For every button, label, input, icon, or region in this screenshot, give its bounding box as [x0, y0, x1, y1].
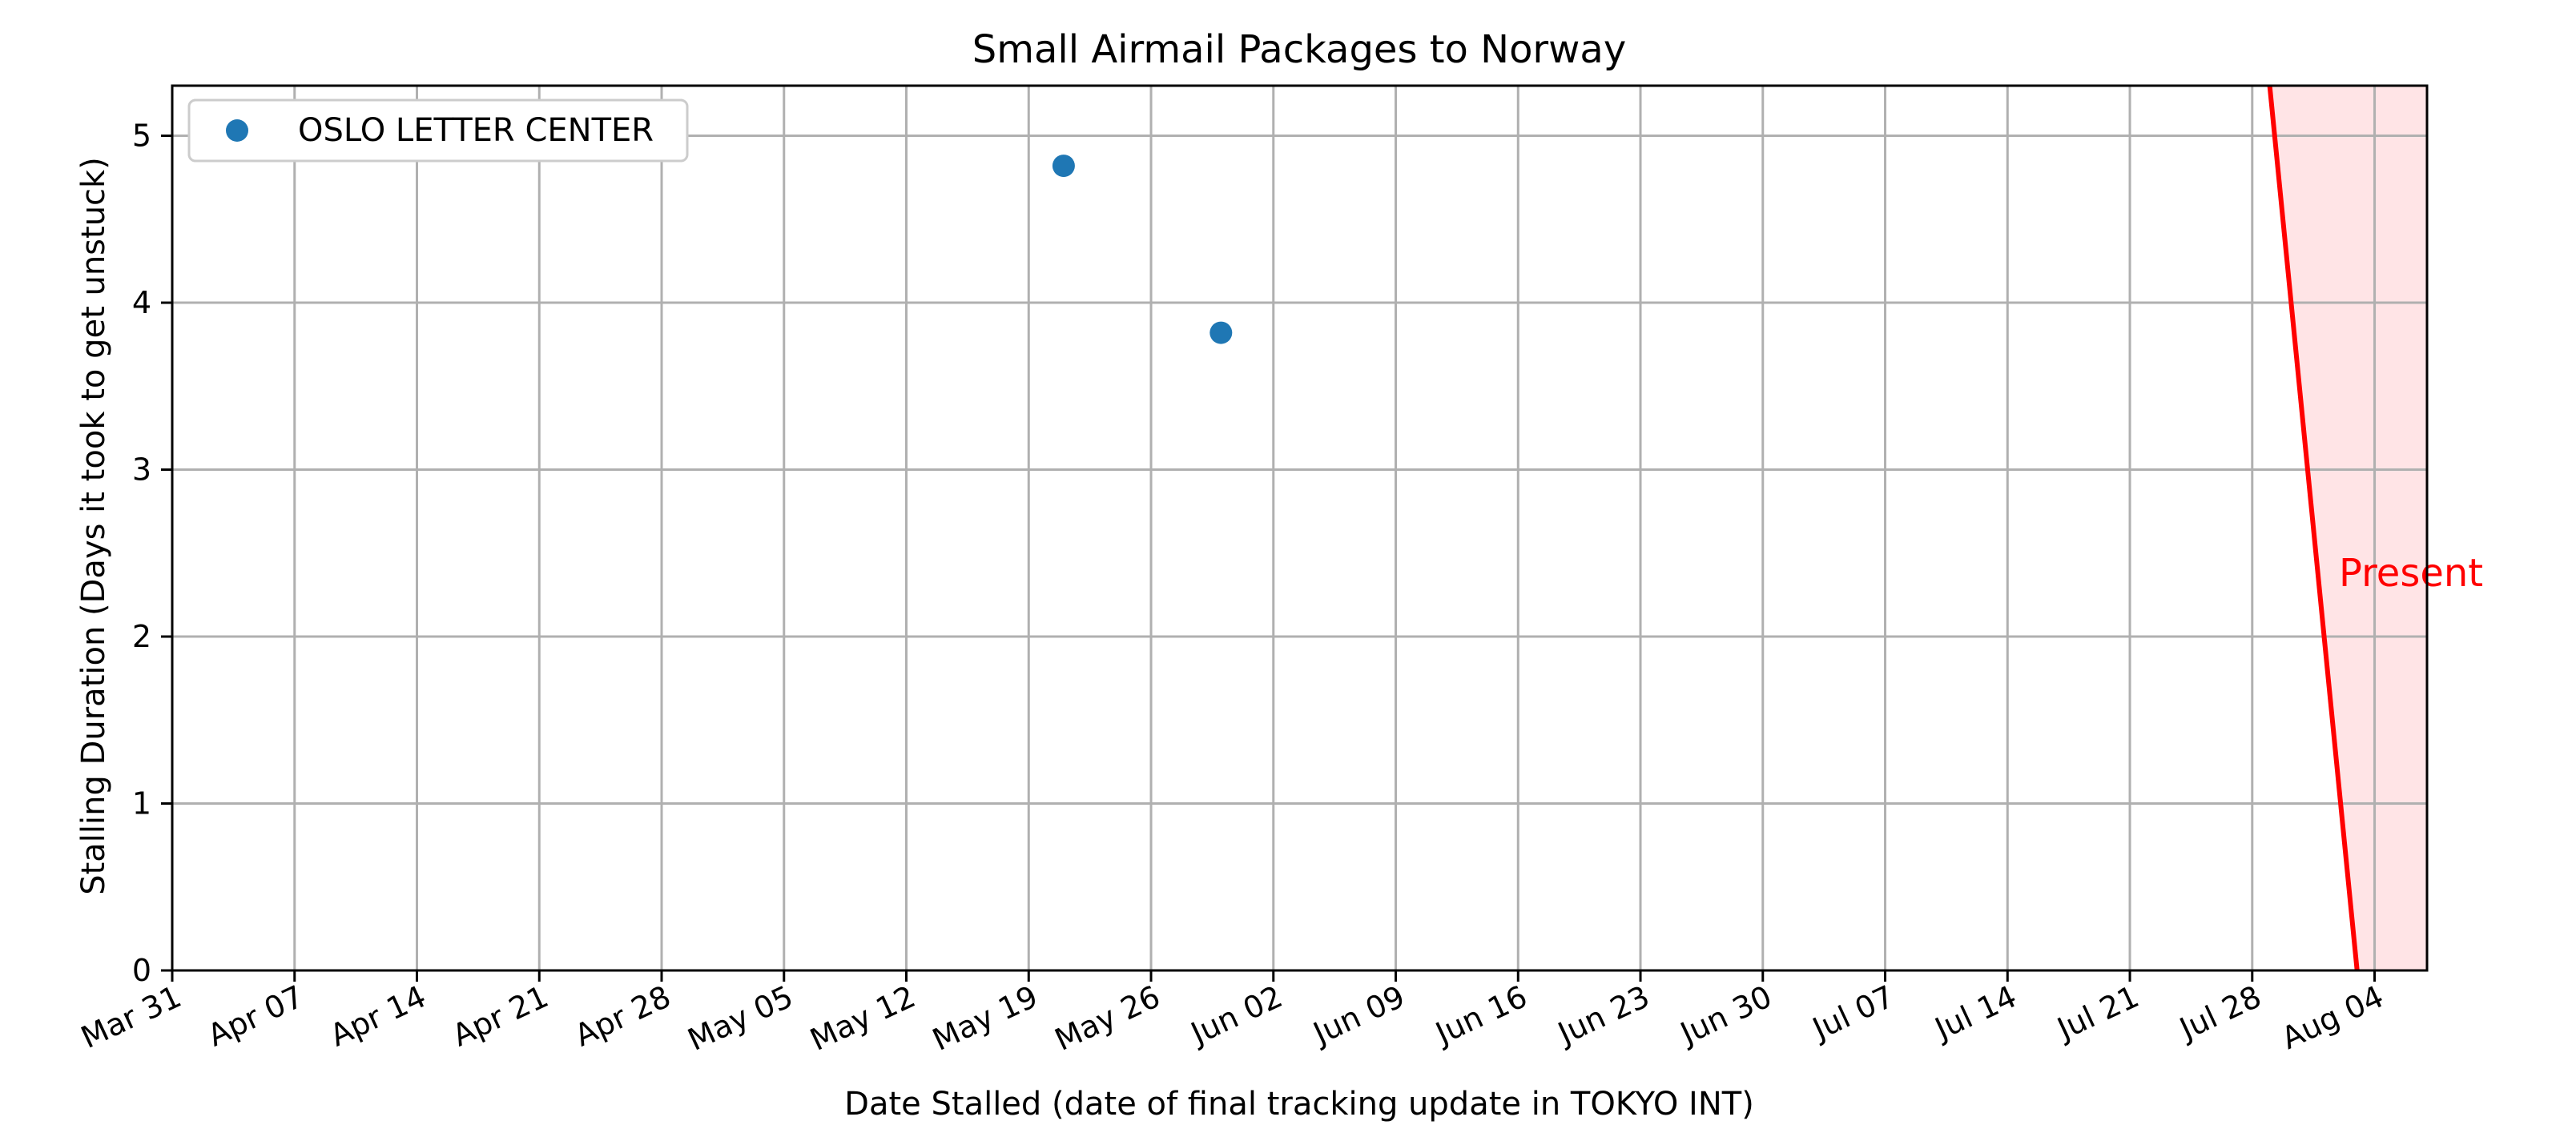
- x-axis-label: Date Stalled (date of final tracking upd…: [844, 1086, 1754, 1123]
- data-point: [1052, 155, 1075, 178]
- y-tick-label: 4: [132, 285, 151, 320]
- legend-frame: [187, 98, 689, 163]
- data-points: [1052, 155, 1233, 344]
- axes: [161, 84, 2429, 982]
- grid: [171, 86, 2427, 972]
- present-label: Present: [2339, 551, 2483, 596]
- y-tick-label: 5: [132, 119, 151, 154]
- chart-title: Small Airmail Packages to Norway: [972, 27, 1627, 72]
- legend-entry-oslo-letter-center: OSLO LETTER CENTER: [298, 112, 654, 149]
- present-line-layer: Present: [2267, 85, 2483, 971]
- present-line: [2267, 85, 2360, 971]
- y-tick-label: 1: [132, 786, 151, 822]
- y-tick-label: 2: [132, 619, 151, 654]
- present-region-layer: [2269, 86, 2427, 970]
- y-axis-label: Stalling Duration (Days it took to get u…: [75, 157, 112, 895]
- y-tick-label: 0: [132, 953, 151, 988]
- plot-frame: [171, 84, 2429, 972]
- present-shaded-region: [2269, 86, 2427, 970]
- y-tick-labels: 0 1 2 3 4 5: [132, 119, 151, 988]
- data-point: [1210, 321, 1233, 344]
- legend: OSLO LETTER CENTER: [187, 98, 689, 163]
- y-tick-label: 3: [132, 452, 151, 488]
- legend-marker: [226, 119, 248, 142]
